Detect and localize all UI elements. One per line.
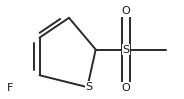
Text: O: O <box>122 83 130 93</box>
Text: F: F <box>7 83 13 93</box>
Text: S: S <box>123 44 130 55</box>
Text: S: S <box>86 82 93 92</box>
Text: O: O <box>122 6 130 16</box>
